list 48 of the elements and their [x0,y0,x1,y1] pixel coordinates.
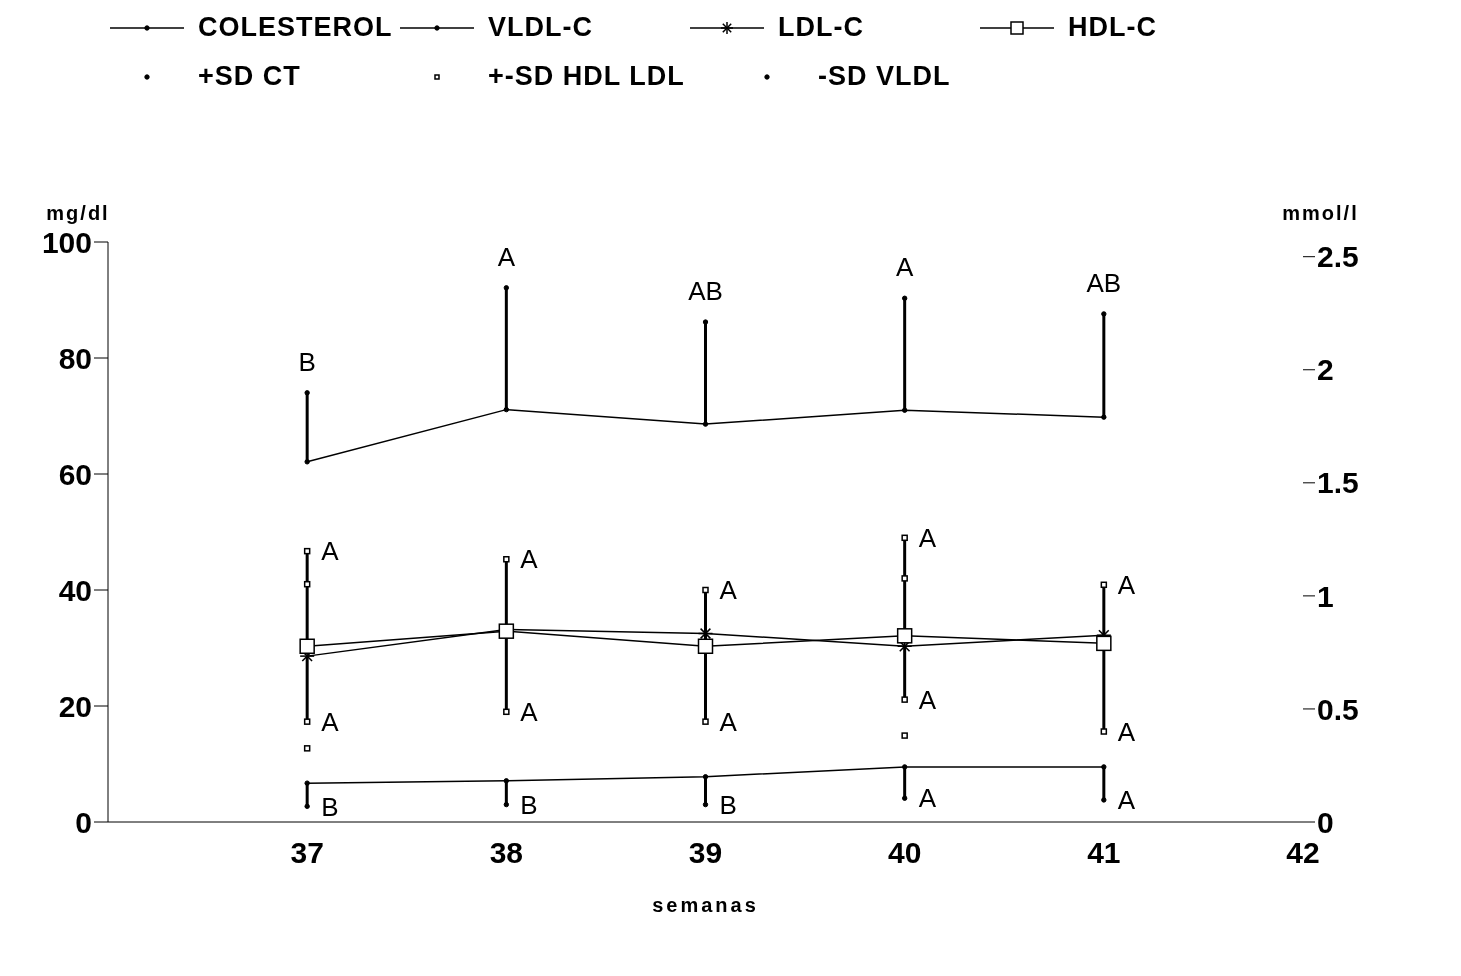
annotation: A [520,544,539,575]
y2-axis-title: mmol/l [1282,202,1359,224]
x-tick-label: 38 [489,836,524,870]
annotation: A [895,252,914,283]
annotation: B [298,346,316,377]
y-tick-label: 80 [58,341,92,375]
y-tick-label: 20 [58,689,92,723]
y-tick-label: 60 [58,457,92,491]
legend-label: +-SD HDL LDL [488,61,685,92]
x-tick-label: 42 [1286,836,1320,870]
y2-tick-label: 1.5 [1317,466,1359,500]
y2-tick-label: 1 [1317,579,1334,613]
annotation: A [719,706,738,737]
annotation: B [719,789,737,820]
legend-label: -SD VLDL [818,61,951,92]
annotation: A [497,241,516,272]
x-tick-label: 41 [1087,836,1121,870]
annotation: A [1117,716,1136,747]
y-axis-title: mg/dl [46,202,110,224]
annotation: A [1117,570,1136,601]
annotation: AB [688,276,723,307]
y2-tick-label: 2.5 [1317,240,1359,274]
annotation: AB [1086,267,1122,298]
y-tick-label: 100 [41,225,92,259]
y2-tick-label: 0 [1317,805,1334,839]
annotation: A [918,783,937,814]
annotation: B [321,791,339,822]
x-tick-label: 37 [290,836,324,870]
annotation: B [520,789,538,820]
x-tick-label: 39 [688,836,723,870]
x-axis-title: semanas [652,894,759,916]
y-tick-label: 0 [75,805,92,839]
legend-label: COLESTEROL [198,12,393,43]
legend-label: LDL-C [778,12,864,43]
annotation: A [321,706,340,737]
annotation: A [719,575,738,606]
annotation: A [321,536,340,567]
annotation: A [918,523,937,554]
legend-label: +SD CT [198,61,301,92]
y-tick-label: 40 [58,573,92,607]
legend-label: VLDL-C [488,12,593,43]
x-tick-label: 40 [887,836,922,870]
annotation: A [1117,785,1136,816]
y2-tick-label: 0.5 [1317,692,1359,726]
annotation: A [520,697,539,728]
legend-label: HDL-C [1068,12,1157,43]
annotation: A [918,684,937,715]
y2-tick-label: 2 [1317,353,1334,387]
